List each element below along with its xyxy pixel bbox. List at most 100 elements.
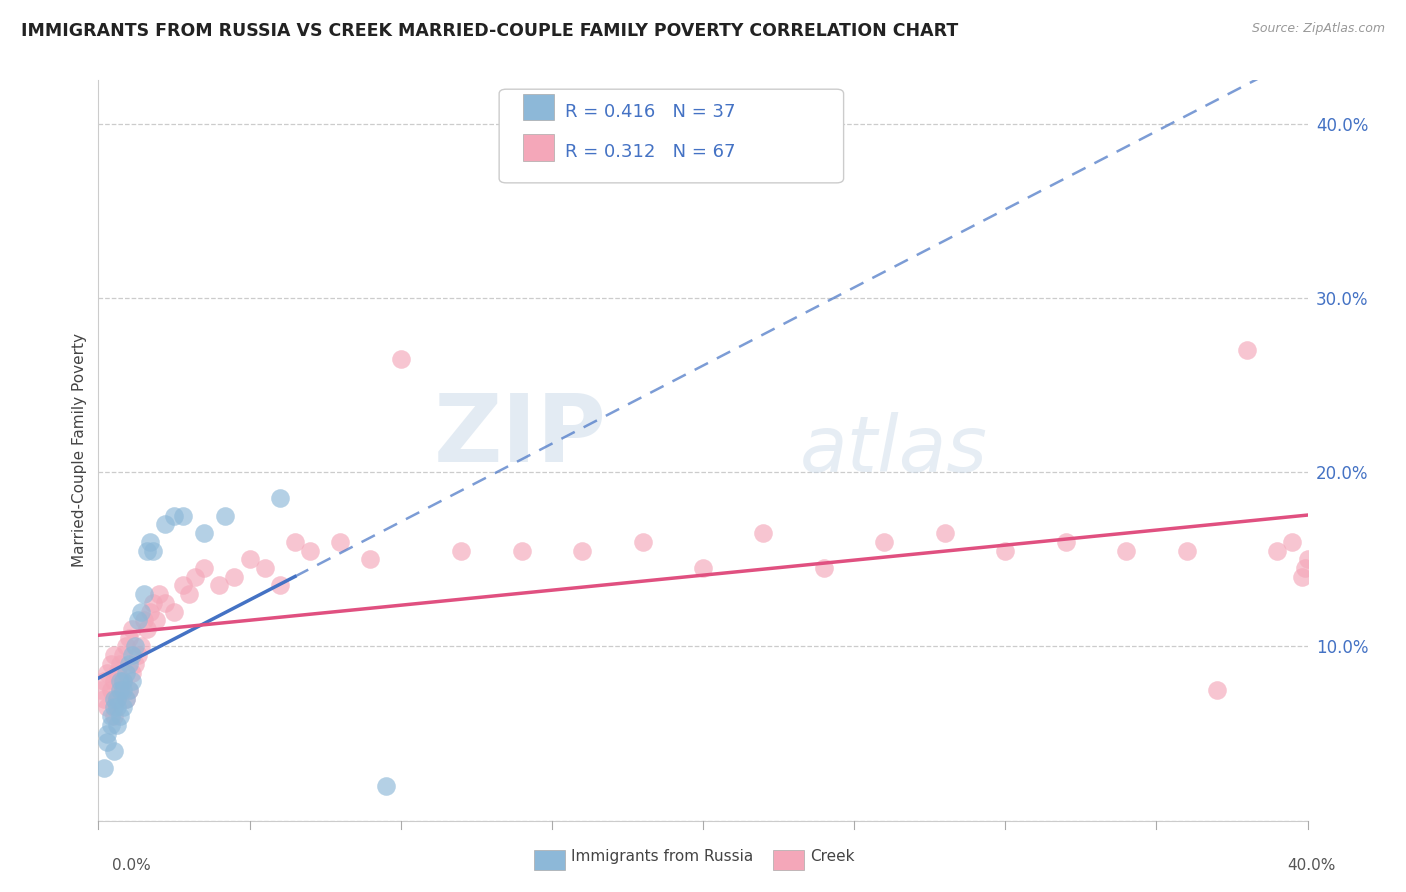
Point (93, 761, 115, 775)
Point (100, 657, 122, 671)
Point (873, 535, 896, 549)
Point (100, 709, 122, 723)
Point (1294, 561, 1316, 575)
Point (1281, 535, 1303, 549)
Point (214, 508, 236, 523)
Point (193, 526, 215, 541)
Point (124, 640, 146, 654)
Point (1206, 683, 1229, 698)
Point (100, 683, 122, 698)
Text: R = 0.416   N = 37: R = 0.416 N = 37 (565, 103, 735, 120)
Text: Creek: Creek (810, 849, 855, 863)
Point (121, 648, 143, 662)
Point (96, 700, 118, 714)
Point (111, 674, 134, 689)
Point (1267, 543, 1289, 558)
Point (111, 700, 134, 714)
Point (103, 700, 125, 714)
Point (90, 683, 112, 698)
Point (108, 657, 131, 671)
Point (994, 543, 1017, 558)
Point (127, 648, 149, 662)
Point (105, 700, 128, 714)
Point (139, 535, 162, 549)
Point (153, 517, 176, 532)
Point (1054, 535, 1077, 549)
Point (299, 543, 322, 558)
Point (105, 718, 128, 732)
Point (571, 543, 593, 558)
Point (284, 535, 307, 549)
Point (184, 570, 207, 584)
Point (631, 535, 654, 549)
Point (103, 674, 125, 689)
Point (1115, 543, 1137, 558)
Point (389, 351, 412, 366)
Point (1175, 543, 1198, 558)
Point (1291, 570, 1313, 584)
Point (269, 578, 291, 592)
Point (118, 631, 141, 645)
Point (510, 543, 533, 558)
Point (329, 535, 352, 549)
Point (121, 665, 143, 680)
Point (127, 613, 149, 627)
Point (96, 726, 118, 740)
Point (253, 561, 276, 575)
Point (96, 735, 118, 749)
Point (108, 683, 131, 698)
Text: R = 0.312   N = 67: R = 0.312 N = 67 (565, 143, 735, 161)
Point (121, 622, 143, 636)
Point (103, 691, 125, 706)
Text: atlas: atlas (800, 412, 987, 489)
Point (142, 596, 165, 610)
Point (813, 561, 835, 575)
Point (93, 691, 115, 706)
Point (163, 605, 186, 619)
Point (145, 613, 167, 627)
Point (105, 665, 128, 680)
Point (105, 691, 128, 706)
Point (129, 640, 152, 654)
Text: Source: ZipAtlas.com: Source: ZipAtlas.com (1251, 22, 1385, 36)
Point (142, 543, 165, 558)
Point (114, 640, 136, 654)
Point (114, 691, 136, 706)
Point (114, 691, 136, 706)
Point (105, 691, 128, 706)
Point (269, 491, 291, 506)
Point (1236, 343, 1258, 358)
Point (108, 709, 131, 723)
Point (135, 622, 157, 636)
Point (163, 508, 186, 523)
Point (224, 570, 246, 584)
Point (111, 674, 134, 689)
Point (193, 561, 215, 575)
Point (111, 683, 134, 698)
Text: IMMIGRANTS FROM RUSSIA VS CREEK MARRIED-COUPLE FAMILY POVERTY CORRELATION CHART: IMMIGRANTS FROM RUSSIA VS CREEK MARRIED-… (21, 22, 959, 40)
Point (139, 605, 162, 619)
Point (172, 578, 194, 592)
Point (114, 665, 136, 680)
Point (179, 587, 201, 601)
Point (1296, 552, 1319, 566)
Point (108, 674, 131, 689)
Point (124, 657, 146, 671)
Point (103, 648, 125, 662)
Point (108, 683, 131, 698)
Point (96, 665, 118, 680)
Point (239, 552, 262, 566)
Point (118, 683, 141, 698)
Point (692, 561, 714, 575)
Point (172, 508, 194, 523)
Point (121, 674, 143, 689)
Point (450, 543, 472, 558)
Point (93, 674, 115, 689)
Point (360, 552, 382, 566)
Y-axis label: Married-Couple Family Poverty: Married-Couple Family Poverty (72, 334, 87, 567)
Point (153, 596, 176, 610)
Point (129, 605, 152, 619)
Point (132, 587, 155, 601)
Text: Immigrants from Russia: Immigrants from Russia (571, 849, 754, 863)
Point (208, 578, 231, 592)
